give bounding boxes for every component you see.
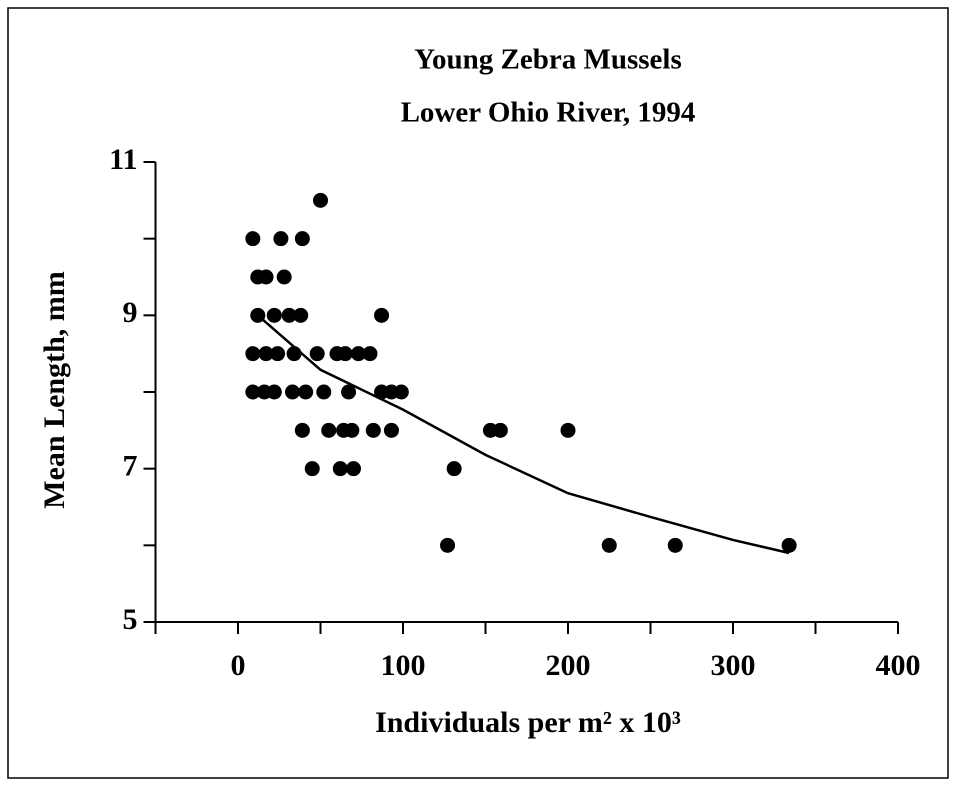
y-tick-label: 5 [123, 603, 138, 636]
data-point [344, 422, 360, 438]
x-tick-label: 100 [381, 649, 426, 682]
data-point [341, 384, 357, 400]
data-point [266, 384, 282, 400]
x-tick-label: 200 [546, 649, 591, 682]
data-point [346, 461, 361, 477]
x-tick-label: 300 [711, 649, 756, 682]
data-point [393, 384, 409, 400]
data-point [313, 192, 328, 208]
data-point [281, 307, 297, 323]
data-point [294, 231, 310, 247]
y-tick-label: 9 [123, 296, 138, 329]
data-point [316, 384, 332, 400]
chart-subtitle: Lower Ohio River, 1994 [401, 97, 696, 129]
fit-curve [256, 314, 790, 555]
frame [7, 7, 949, 779]
data-point [293, 307, 309, 323]
y-axis-label: Mean Length, mm [38, 271, 71, 508]
data-point [667, 537, 683, 553]
data-point [258, 346, 274, 362]
x-tick-label: 400 [876, 649, 921, 682]
x-tick-label: 0 [231, 649, 246, 682]
data-point [258, 269, 274, 285]
data-point [492, 422, 508, 438]
data-point [309, 346, 325, 362]
data-point [273, 231, 289, 247]
data-point [245, 346, 261, 362]
x-axis-label: Individuals per m² x 10³ [375, 706, 681, 739]
data-point [365, 422, 381, 438]
data-point [284, 384, 300, 400]
data-point [294, 422, 310, 438]
data-point [374, 307, 390, 323]
data-point [321, 422, 337, 438]
data-point [245, 384, 261, 400]
data-point [337, 346, 353, 362]
data-point [350, 346, 366, 362]
data-point [270, 346, 286, 362]
data-point [304, 461, 320, 477]
data-point [332, 461, 348, 477]
data-point [362, 346, 378, 362]
chart-title: Young Zebra Mussels [414, 44, 682, 76]
data-point [276, 269, 292, 285]
data-point [383, 422, 399, 438]
data-point [601, 537, 617, 553]
data-point [446, 461, 462, 477]
data-point [266, 307, 282, 323]
y-tick-label: 7 [123, 450, 138, 483]
data-point [245, 231, 261, 247]
data-point [781, 537, 797, 553]
data-point [560, 422, 576, 438]
data-point [440, 537, 456, 553]
data-point [298, 384, 314, 400]
y-tick-label: 11 [109, 143, 137, 176]
